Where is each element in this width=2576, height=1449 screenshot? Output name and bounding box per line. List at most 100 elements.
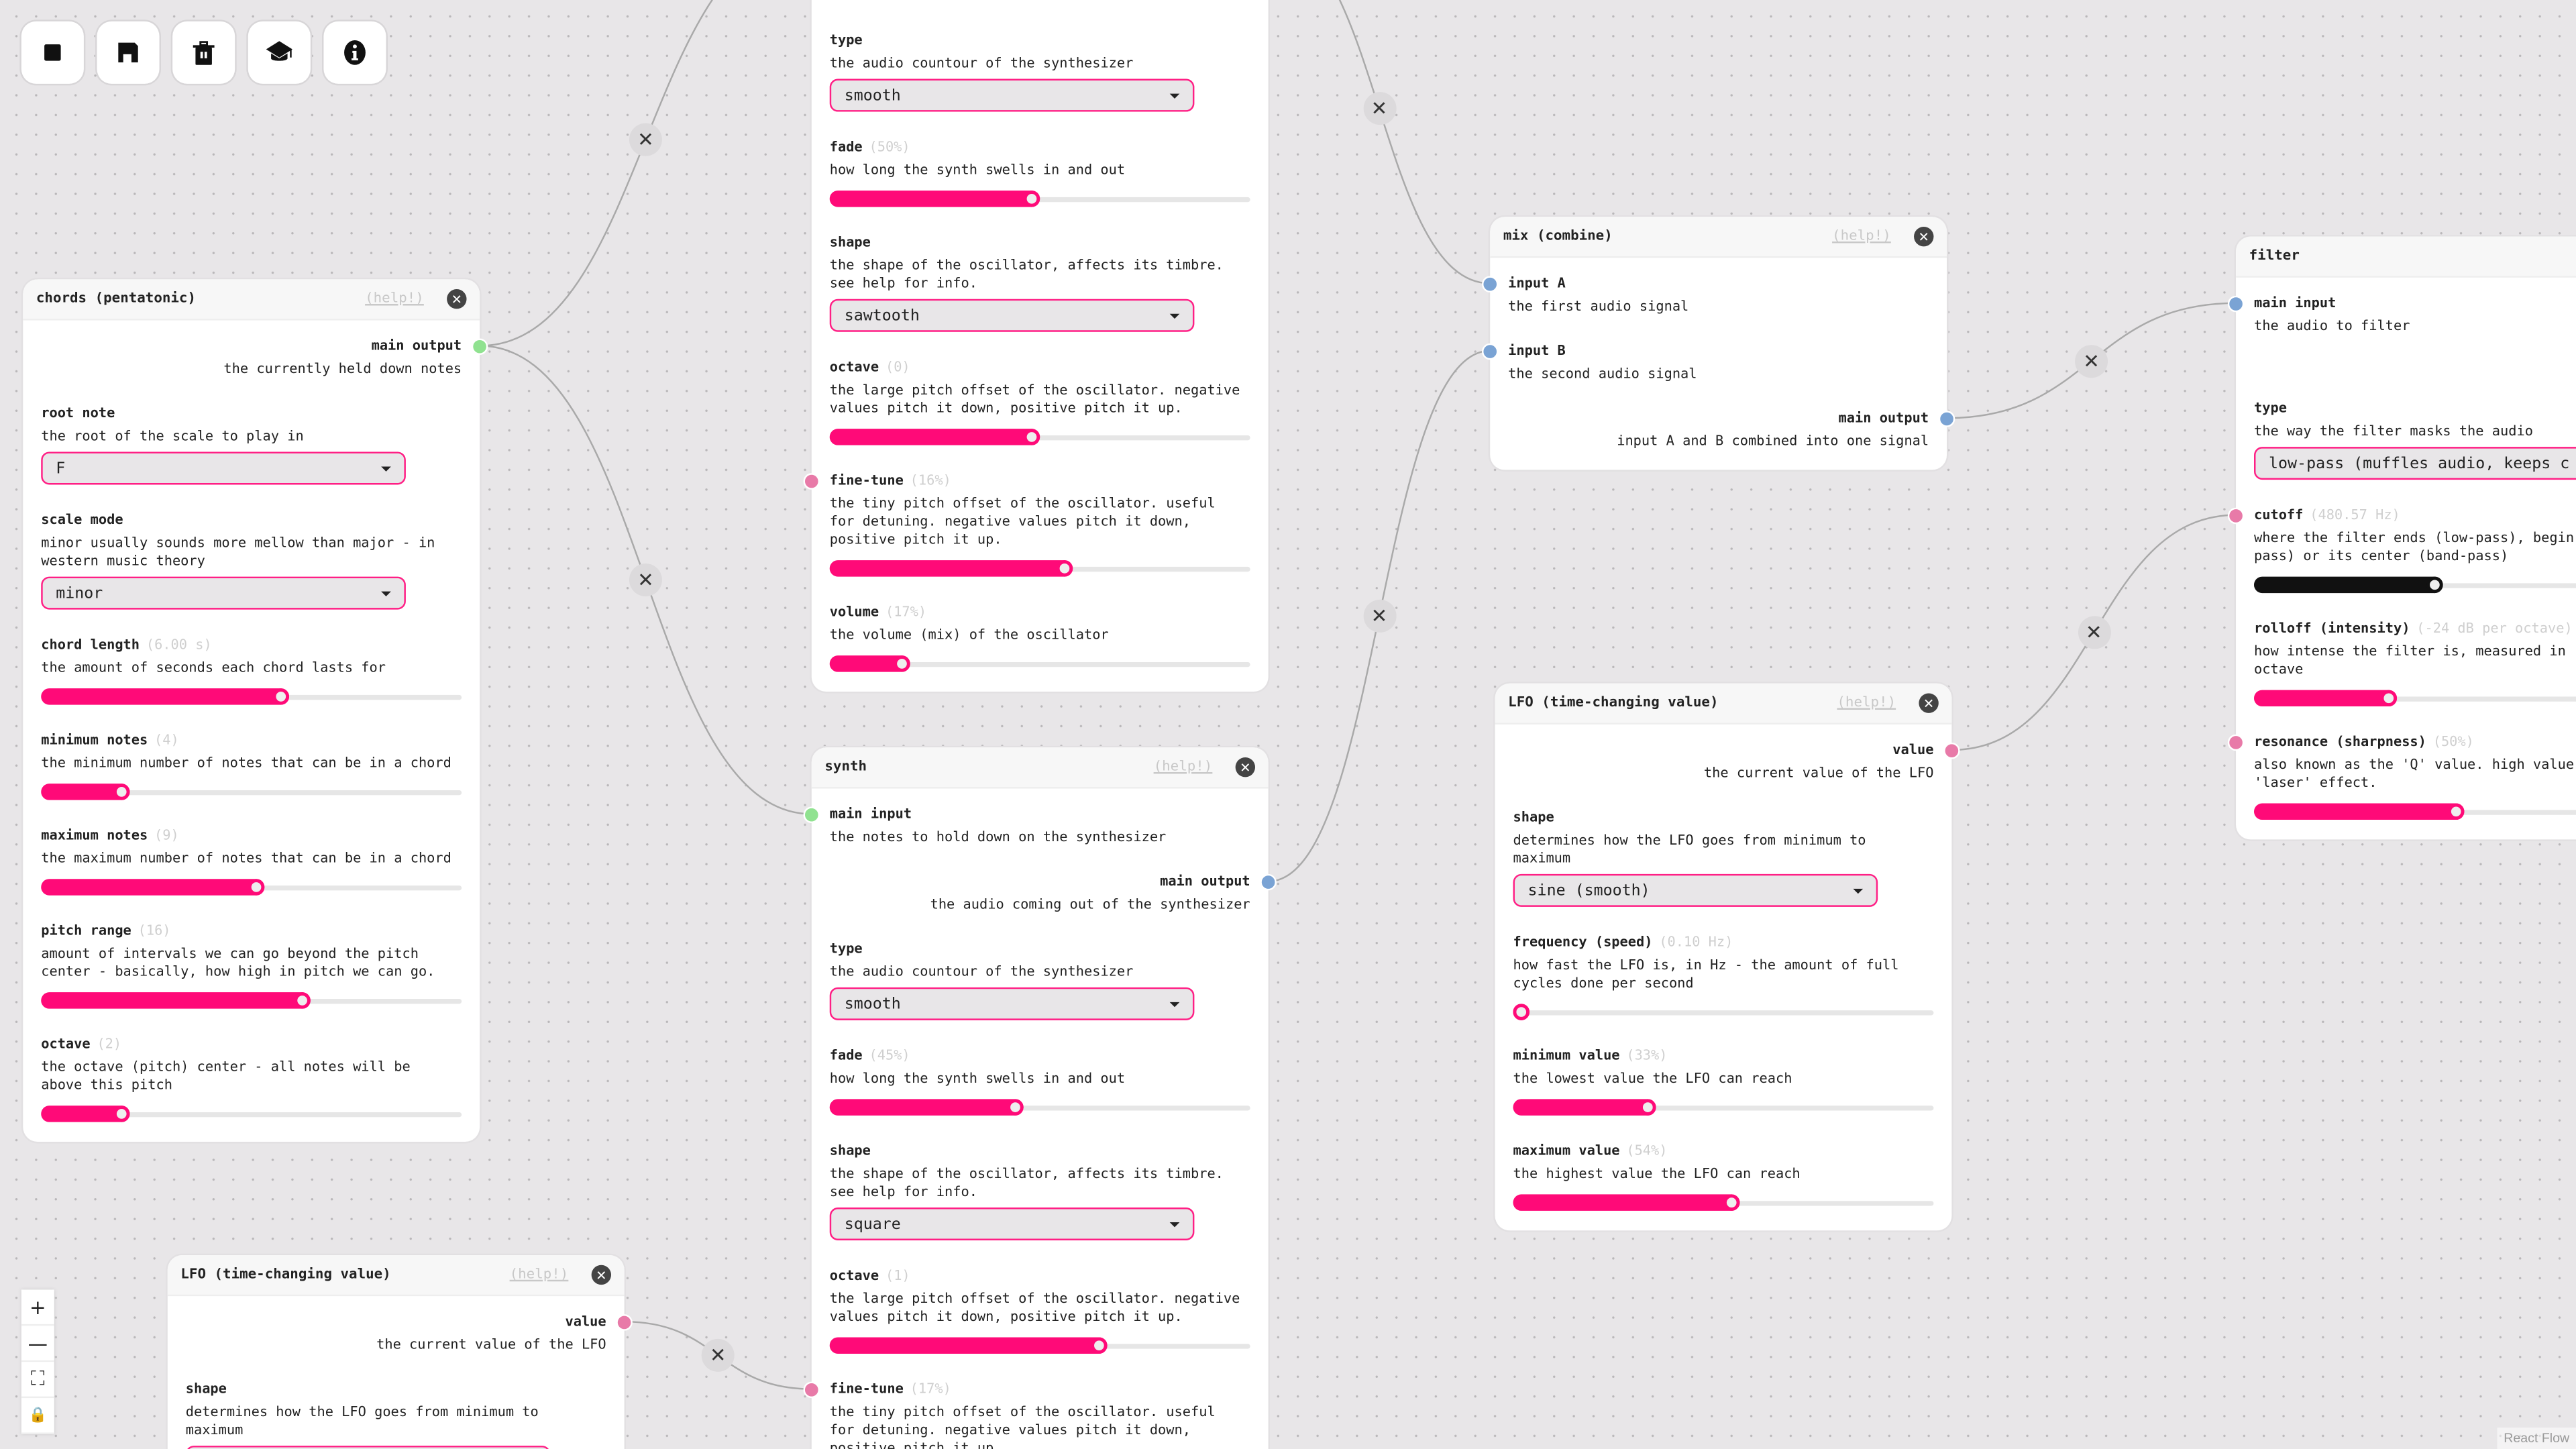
- node-synth[interactable]: synth (help!) ✕ main input the notes to hold…: [803, 747, 1277, 1449]
- dropdown-select[interactable]: sawtooth: [829, 299, 1195, 332]
- slider[interactable]: [41, 879, 462, 896]
- slider-thumb[interactable]: [113, 1106, 129, 1122]
- tutorial-button[interactable]: [248, 21, 311, 84]
- output-port-handle[interactable]: [616, 1313, 633, 1330]
- node-chords[interactable]: chords (pentatonic) (help!) ✕ main output th…: [23, 279, 488, 1142]
- slider[interactable]: [1513, 1004, 1934, 1020]
- slider[interactable]: [41, 992, 462, 1009]
- input-port-handle[interactable]: [2227, 733, 2245, 750]
- close-node-button[interactable]: ✕: [1914, 226, 1934, 247]
- help-link[interactable]: (help!): [1837, 694, 1896, 712]
- delete-edge-button[interactable]: ✕: [1362, 92, 1396, 125]
- slider-thumb[interactable]: [1057, 560, 1074, 577]
- node-lfo-bottom[interactable]: LFO (time-changing value) (help!) ✕ value th…: [167, 1255, 633, 1449]
- zoom-in-button[interactable]: +: [21, 1289, 54, 1326]
- input-port-handle[interactable]: [803, 472, 820, 489]
- save-button[interactable]: [97, 21, 160, 84]
- slider-thumb[interactable]: [2380, 690, 2398, 707]
- dropdown-select[interactable]: low-pass (muffles audio, keeps c: [2254, 447, 2576, 480]
- slider-thumb[interactable]: [1023, 191, 1040, 207]
- delete-edge-button[interactable]: ✕: [629, 564, 662, 596]
- lock-button[interactable]: 🔒: [21, 1398, 54, 1434]
- input-port-handle[interactable]: [1481, 275, 1499, 292]
- input-port-handle[interactable]: [803, 1381, 820, 1397]
- input-port-handle[interactable]: [803, 806, 820, 822]
- node-mix[interactable]: mix (combine) (help!) ✕ input A the first au…: [1481, 217, 1955, 470]
- output-port-handle[interactable]: [471, 337, 488, 354]
- edge[interactable]: [480, 0, 812, 347]
- slider[interactable]: [2254, 803, 2576, 820]
- dropdown-select[interactable]: [185, 1446, 551, 1449]
- input-port-handle[interactable]: [2227, 294, 2245, 312]
- fit-view-button[interactable]: ⛶: [21, 1362, 54, 1399]
- node-synth-top[interactable]: type the audio countour of the synthesize…: [803, 0, 1269, 692]
- node-header[interactable]: filter: [2236, 236, 2576, 278]
- clear-button[interactable]: [172, 21, 235, 84]
- edge[interactable]: [1269, 0, 1491, 284]
- slider[interactable]: [829, 1099, 1250, 1116]
- help-link[interactable]: (help!): [1153, 759, 1213, 775]
- slider-thumb[interactable]: [2426, 576, 2444, 594]
- output-port-handle[interactable]: [1943, 741, 1960, 759]
- delete-edge-button[interactable]: ✕: [2075, 344, 2108, 378]
- slider[interactable]: [41, 784, 462, 800]
- slider[interactable]: [829, 560, 1250, 577]
- slider-thumb[interactable]: [247, 879, 264, 896]
- input-port-handle[interactable]: [1481, 342, 1499, 360]
- dropdown-select[interactable]: square: [829, 1208, 1195, 1240]
- help-link[interactable]: (help!): [1832, 228, 1891, 245]
- slider-thumb[interactable]: [893, 655, 910, 672]
- slider[interactable]: [829, 655, 1250, 672]
- close-node-button[interactable]: ✕: [591, 1265, 612, 1285]
- output-port-handle[interactable]: [1938, 410, 1955, 427]
- slider[interactable]: [2254, 576, 2576, 594]
- slider-thumb[interactable]: [1640, 1099, 1656, 1116]
- slider-thumb[interactable]: [2447, 803, 2465, 820]
- dropdown-select[interactable]: sine (smooth): [1513, 873, 1878, 907]
- node-header[interactable]: mix (combine) (help!) ✕: [1490, 217, 1947, 258]
- node-header[interactable]: chords (pentatonic) (help!) ✕: [23, 279, 480, 321]
- help-link[interactable]: (help!): [509, 1267, 569, 1283]
- dropdown-select[interactable]: smooth: [829, 987, 1195, 1020]
- node-lfo-right[interactable]: LFO (time-changing value) (help!) ✕ value th…: [1495, 683, 1960, 1231]
- delete-edge-button[interactable]: ✕: [2077, 616, 2110, 649]
- slider[interactable]: [1513, 1194, 1934, 1211]
- slider-thumb[interactable]: [1006, 1099, 1024, 1116]
- node-header[interactable]: LFO (time-changing value) (help!) ✕: [167, 1255, 625, 1297]
- slider-thumb[interactable]: [113, 784, 129, 800]
- slider[interactable]: [829, 191, 1250, 207]
- slider-thumb[interactable]: [293, 992, 311, 1009]
- attribution-link[interactable]: React Flow: [2497, 1428, 2576, 1449]
- slider-thumb[interactable]: [272, 688, 290, 705]
- info-button[interactable]: [323, 21, 386, 84]
- delete-edge-button[interactable]: ✕: [701, 1338, 735, 1372]
- slider[interactable]: [829, 1337, 1250, 1354]
- close-node-button[interactable]: ✕: [1235, 757, 1256, 777]
- node-header[interactable]: LFO (time-changing value) (help!) ✕: [1495, 683, 1952, 725]
- close-node-button[interactable]: ✕: [1919, 693, 1939, 713]
- slider[interactable]: [41, 688, 462, 705]
- output-port-handle[interactable]: [1260, 873, 1277, 890]
- dropdown-select[interactable]: minor: [41, 576, 406, 610]
- slider-thumb[interactable]: [1723, 1194, 1741, 1211]
- close-node-button[interactable]: ✕: [447, 289, 467, 309]
- slider-thumb[interactable]: [1091, 1337, 1108, 1354]
- node-header[interactable]: synth (help!) ✕: [811, 747, 1269, 789]
- dropdown-select[interactable]: smooth: [829, 78, 1195, 112]
- slider[interactable]: [829, 429, 1250, 445]
- slider-thumb[interactable]: [1023, 429, 1040, 445]
- slider[interactable]: [41, 1106, 462, 1122]
- node-filter[interactable]: filter main input the audio to filter the f…: [2227, 236, 2576, 840]
- input-port-handle[interactable]: [2227, 506, 2245, 524]
- dropdown-select[interactable]: F: [41, 451, 406, 485]
- help-link[interactable]: (help!): [365, 290, 424, 307]
- slider[interactable]: [2254, 690, 2576, 707]
- field-label-text: scale mode: [41, 511, 123, 528]
- slider-thumb[interactable]: [1513, 1004, 1530, 1020]
- zoom-out-button[interactable]: —: [21, 1326, 54, 1362]
- stop-button[interactable]: [21, 21, 84, 84]
- delete-edge-button[interactable]: ✕: [629, 123, 662, 157]
- slider[interactable]: [1513, 1099, 1934, 1116]
- delete-edge-button[interactable]: ✕: [1362, 599, 1396, 633]
